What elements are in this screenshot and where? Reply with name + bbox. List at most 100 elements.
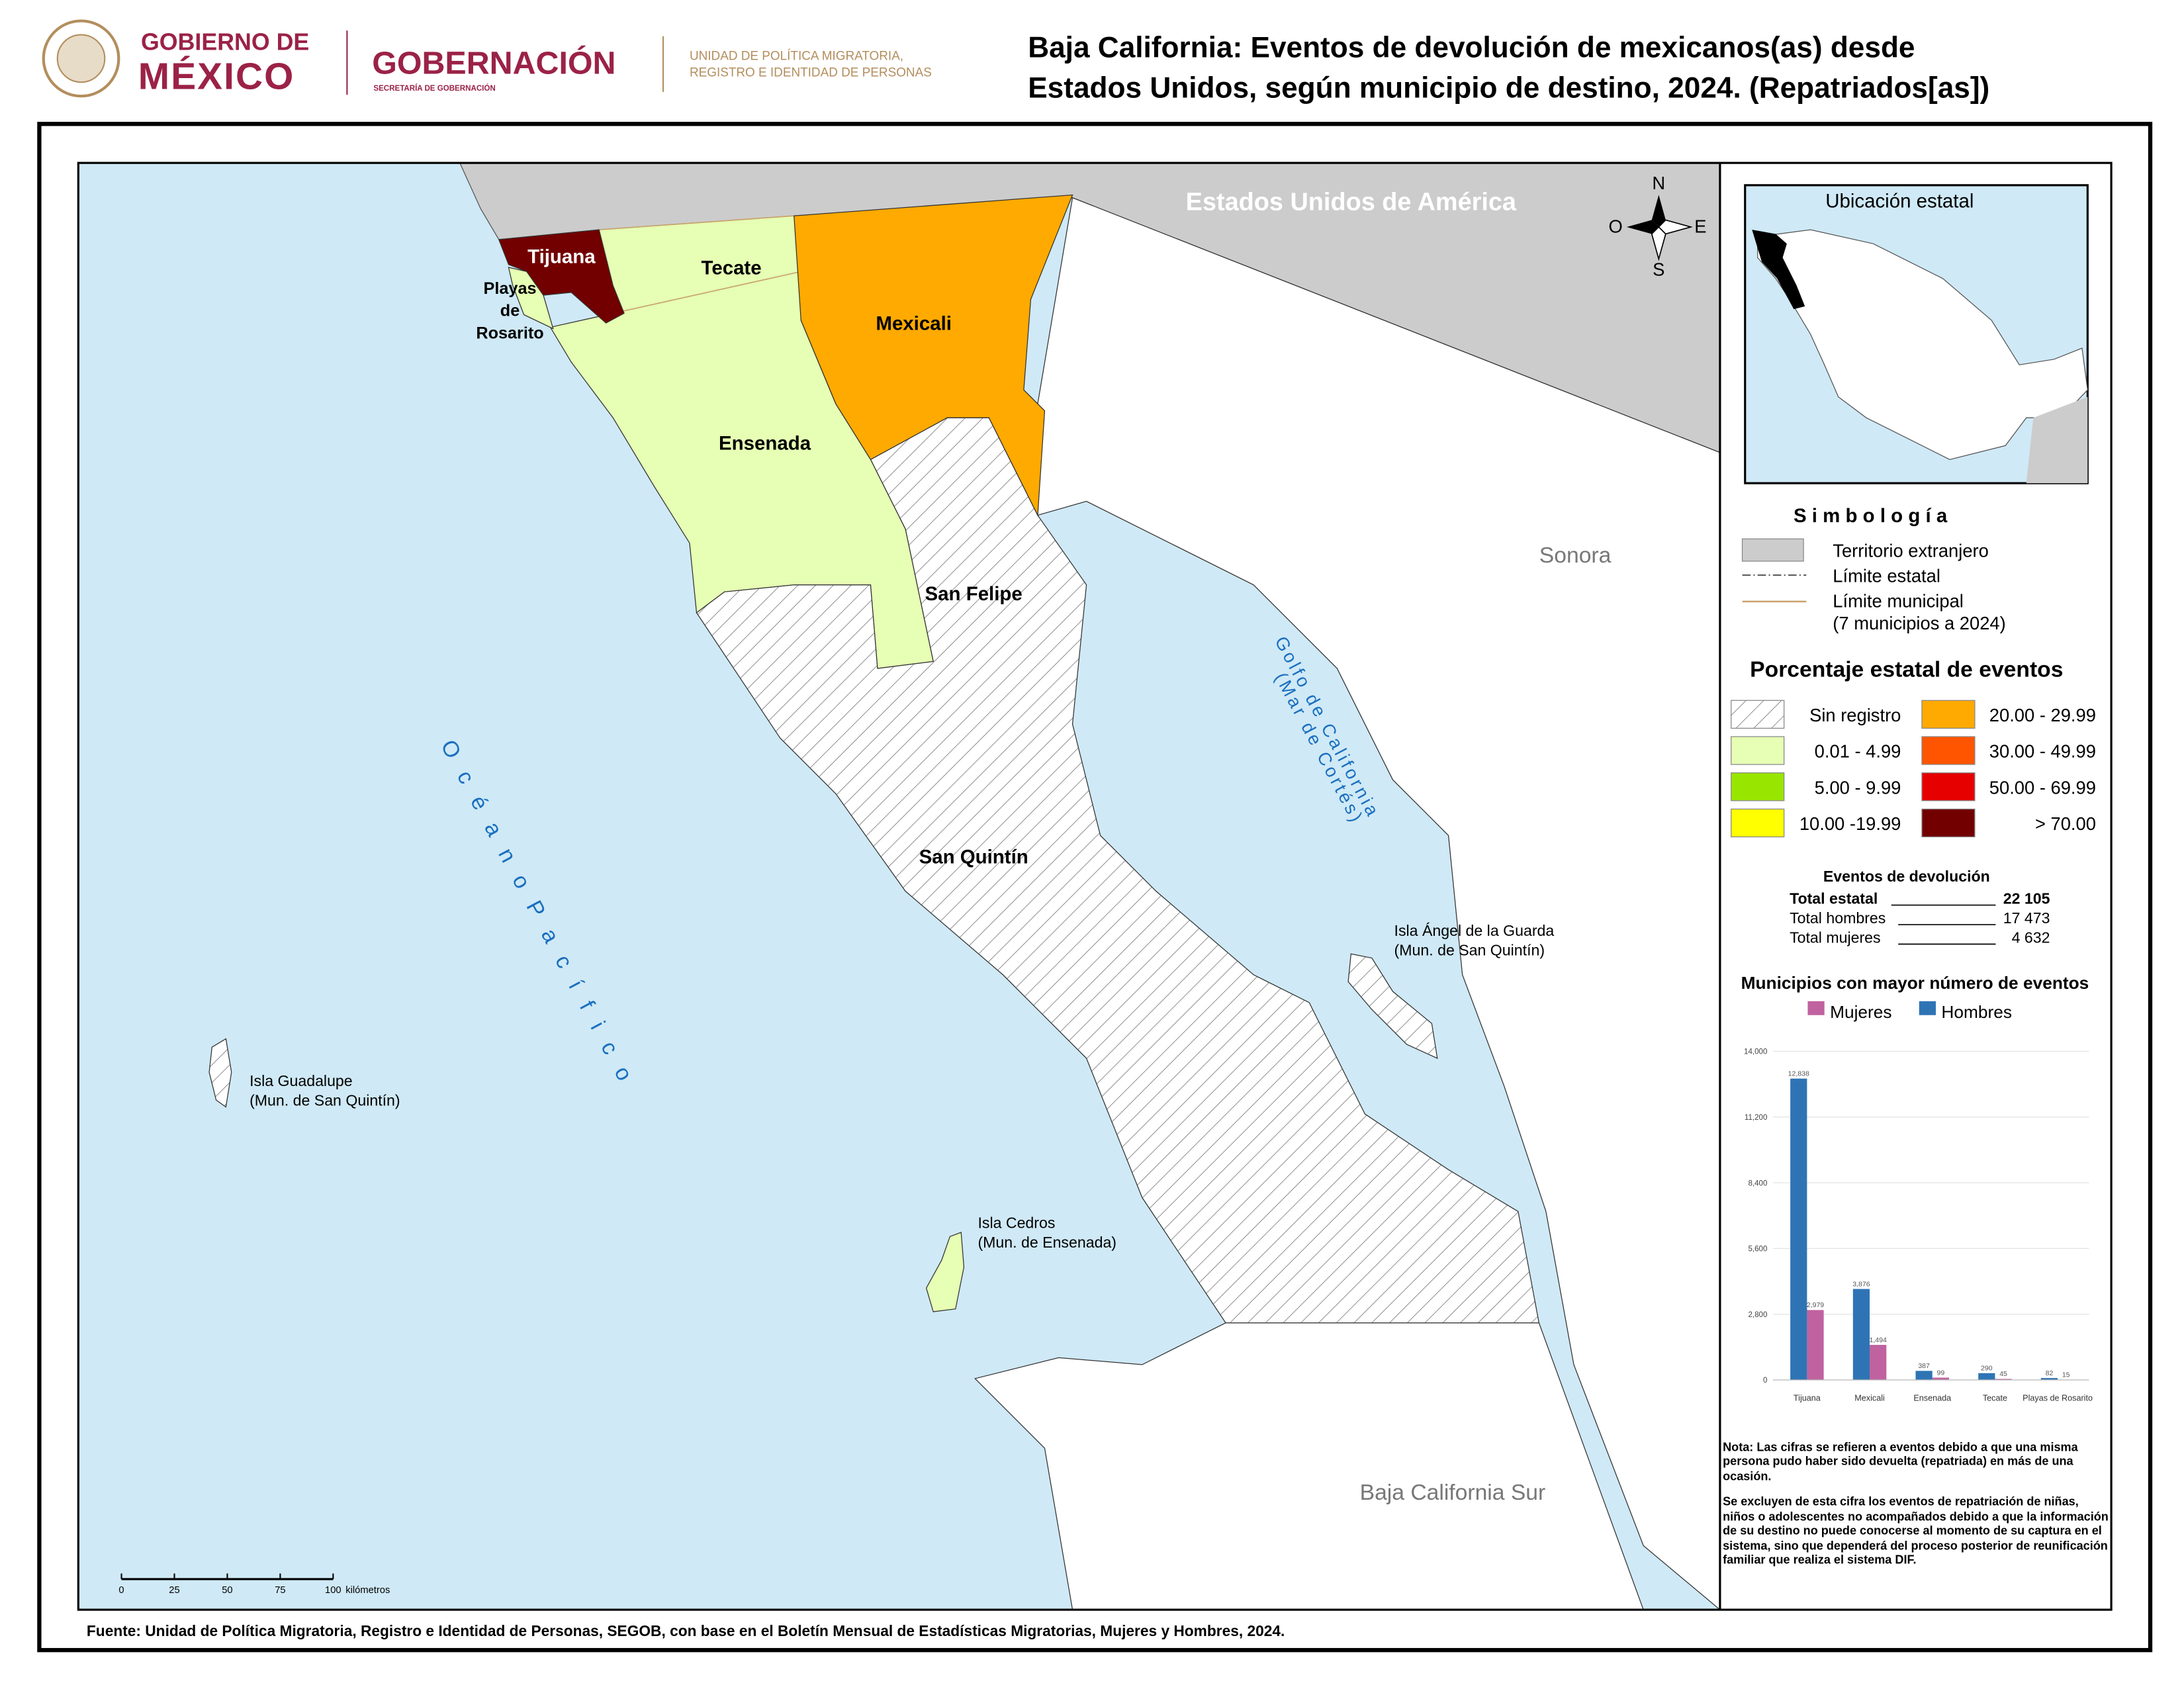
ministry: GOBERNACIÓN (372, 45, 615, 81)
totals-value: 22 105 (2003, 890, 2050, 907)
scale-label: 100 (325, 1585, 341, 1596)
compass-arrow (1658, 219, 1693, 235)
scale-unit: kilómetros (345, 1585, 390, 1596)
inset-title: Ubicación estatal (1825, 190, 1974, 212)
notes: Nota: Las cifras se refieren a eventos d… (1723, 1440, 2110, 1567)
tijuana (498, 229, 625, 324)
totals: Eventos de devolución Total estatal 22 10… (1790, 868, 2050, 946)
legend-swatch (1921, 700, 1976, 729)
value-label: 99 (1937, 1369, 1945, 1377)
y-tick-label: 5,600 (1748, 1246, 1767, 1254)
ministry-sub: SECRETARÍA DE GOBERNACIÓN (373, 84, 495, 93)
compass-arrow (1651, 195, 1666, 227)
bar (1995, 1379, 2012, 1381)
legend-swatch (1921, 736, 1976, 765)
bcs (974, 1322, 1644, 1610)
bar (1852, 1289, 1870, 1381)
bar (1870, 1345, 1887, 1381)
seal (42, 19, 120, 98)
note: Se excluyen de esta cifra los eventos de… (1723, 1494, 2109, 1567)
isla-cedros (925, 1232, 965, 1312)
legend-label: 0.01 - 4.99 (1815, 741, 1901, 762)
island-label: (Mun. de San Quintín) (1394, 941, 1545, 958)
legend-swatch (1731, 736, 1785, 765)
legend-label: 50.00 - 69.99 (1989, 777, 2096, 798)
municipality-label: Ensenada (719, 433, 811, 455)
municipality-label: Mexicali (876, 313, 952, 335)
x-tick-label: Mexicali (1854, 1394, 1885, 1403)
municipality-label: Playas (484, 279, 537, 298)
compass: N S E O (1608, 173, 1706, 279)
municipality-label: de (500, 302, 520, 320)
inset-mexico (1757, 229, 2088, 460)
x-tick-label: Tijuana (1794, 1394, 1821, 1403)
scale-label: 25 (169, 1585, 179, 1596)
classes-title: Porcentaje estatal de eventos (1750, 658, 2063, 682)
legend-swatch (1741, 538, 1804, 562)
chart: Municipios con mayor número de eventos M… (1741, 973, 2093, 1403)
municipality-label: Tijuana (527, 246, 596, 268)
sonora (1037, 197, 1720, 1610)
value-label: 15 (2062, 1371, 2070, 1379)
value-label: 45 (1999, 1370, 2007, 1378)
legend-swatch (1921, 808, 1976, 838)
isla-guadalupe (208, 1038, 232, 1108)
scale-label: 0 (118, 1585, 124, 1596)
island-label: (Mun. de Ensenada) (978, 1234, 1116, 1251)
municipality-label: Rosarito (476, 324, 543, 342)
value-label: 3,876 (1852, 1280, 1870, 1288)
legend-title: S i m b o l o g í a (1794, 505, 1948, 527)
legend-label: Mujeres (1830, 1002, 1891, 1022)
map (78, 163, 1720, 1610)
island-label: Isla Ángel de la Guarda (1394, 922, 1555, 939)
value-label: 12,838 (1788, 1070, 1809, 1077)
country-label: Estados Unidos de América (1186, 189, 1517, 216)
mexicali (794, 194, 1073, 517)
y-tick-label: 2,800 (1748, 1311, 1767, 1319)
totals-title: Eventos de devolución (1823, 868, 1990, 885)
island-label: Isla Guadalupe (250, 1072, 353, 1089)
isla-angel (1347, 953, 1438, 1060)
bar (1915, 1371, 1933, 1381)
value-label: 290 (1981, 1365, 1993, 1373)
compass-label: E (1694, 216, 1706, 236)
legend-swatch (1731, 772, 1785, 801)
legend-label: (7 municipios a 2024) (1833, 613, 2005, 633)
compass-label: O (1608, 216, 1622, 236)
legend-swatch (1731, 700, 1785, 729)
y-tick-label: 11,200 (1745, 1114, 1768, 1122)
totals-label: Total estatal (1790, 890, 1878, 907)
compass-label: N (1652, 173, 1665, 193)
x-tick-label: Playas de Rosarito (2023, 1394, 2093, 1403)
legend-swatch (1731, 808, 1785, 838)
gov-line2: MÉXICO (138, 56, 295, 98)
x-tick-label: Ensenada (1913, 1394, 1952, 1403)
inset-state (1752, 230, 1805, 310)
chart-title: Municipios con mayor número de eventos (1741, 973, 2089, 993)
legend-label: Sin registro (1809, 705, 1901, 725)
outer-frame (37, 122, 2153, 1653)
legend-swatch (1919, 1001, 1936, 1015)
header: GOBIERNO DE MÉXICO GOBERNACIÓN SECRETARÍ… (42, 19, 1989, 104)
inset: Ubicación estatal (1744, 184, 2089, 484)
municipality-label: San Quintín (919, 846, 1028, 868)
island-label: (Mun. de San Quintín) (250, 1092, 400, 1109)
scale-label: 75 (275, 1585, 285, 1596)
legend-label: 10.00 -19.99 (1799, 813, 1901, 834)
bar (2040, 1378, 2058, 1381)
legend-label: 5.00 - 9.99 (1815, 777, 1901, 798)
notes-block: Nota: Las cifras se refieren a eventos d… (1723, 1440, 2110, 1567)
value-label: 82 (2046, 1369, 2054, 1377)
legend-swatch (1921, 772, 1976, 801)
municipality-label: Tecate (702, 257, 762, 279)
gov-line1: GOBIERNO DE (141, 29, 309, 56)
totals-label: Total hombres (1790, 909, 1886, 927)
scale-label: 50 (222, 1585, 232, 1596)
legend-swatch (1807, 1001, 1825, 1015)
source: Fuente: Unidad de Política Migratoria, R… (87, 1622, 1285, 1639)
note: Nota: Las cifras se refieren a eventos d… (1723, 1440, 2078, 1483)
inset-foreign (2026, 396, 2088, 484)
legend-label: 20.00 - 29.99 (1989, 705, 2096, 725)
